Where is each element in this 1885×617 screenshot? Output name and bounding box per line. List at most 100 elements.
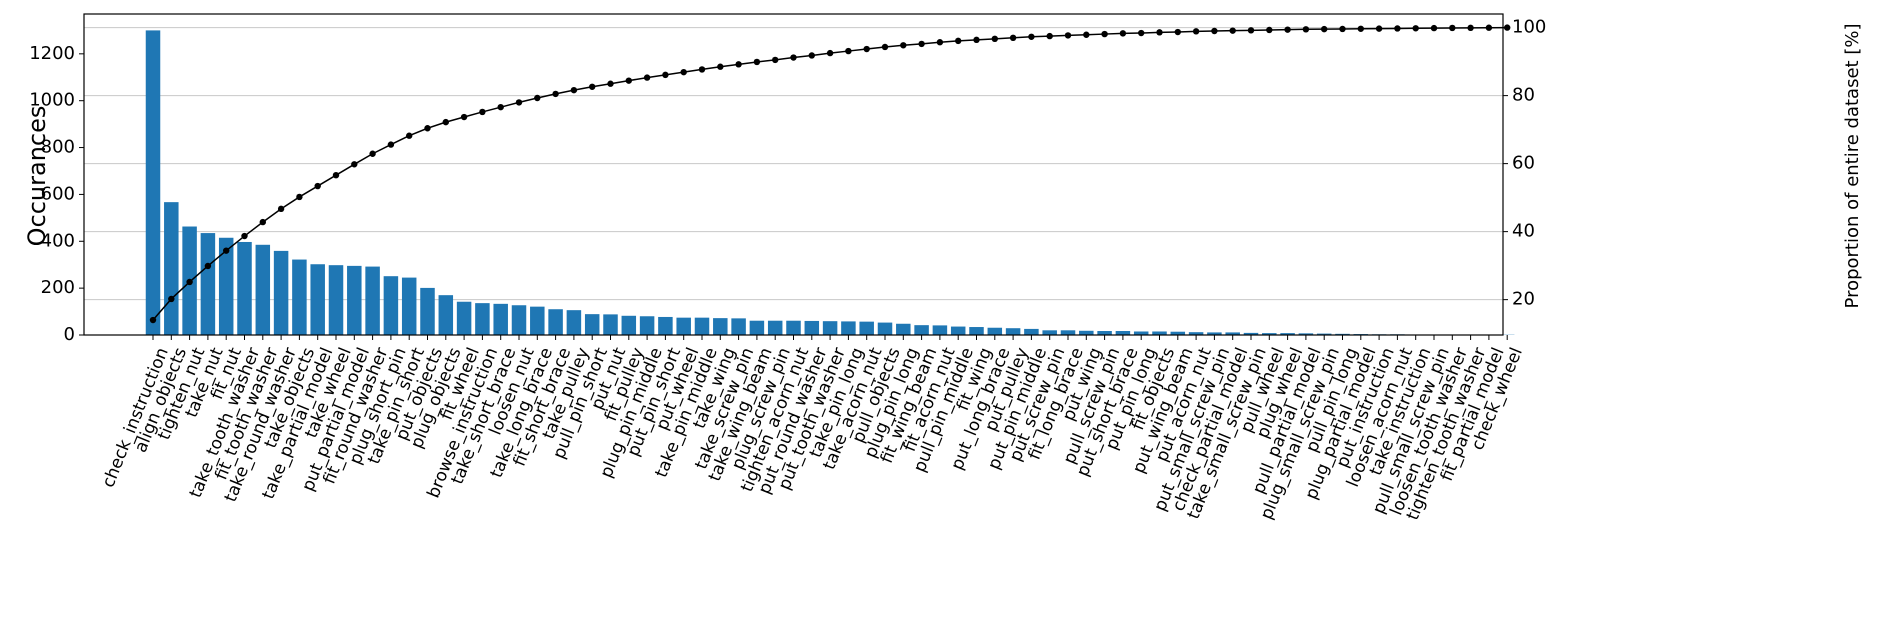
cumulative-point	[1394, 25, 1400, 31]
cumulative-point	[1266, 27, 1272, 33]
bar	[1079, 331, 1094, 335]
cumulative-point	[443, 119, 449, 125]
y2-tick-label: 100	[1512, 17, 1546, 38]
bar	[420, 288, 435, 335]
cumulative-point	[1193, 28, 1199, 34]
bar	[146, 30, 161, 335]
cumulative-point	[461, 114, 467, 120]
cumulative-point	[333, 172, 339, 178]
cumulative-point	[772, 57, 778, 63]
cumulative-point	[900, 42, 906, 48]
bar	[878, 323, 893, 335]
bar	[896, 324, 911, 335]
bar	[310, 264, 325, 335]
bar	[640, 316, 655, 335]
cumulative-point	[699, 66, 705, 72]
bar	[805, 321, 820, 335]
cumulative-point	[809, 52, 815, 58]
cumulative-point	[790, 54, 796, 60]
cumulative-point	[918, 41, 924, 47]
cumulative-point	[937, 39, 943, 45]
cumulative-point	[1376, 25, 1382, 31]
cumulative-point	[1431, 25, 1437, 31]
bar	[750, 321, 765, 335]
y-tick-label: 0	[64, 324, 75, 345]
x-axis: check_instructionalign_objectstighten_nu…	[98, 335, 1527, 523]
cumulative-point	[351, 161, 357, 167]
cumulative-point	[1175, 29, 1181, 35]
y-tick-label: 1200	[29, 43, 75, 64]
cumulative-point	[644, 74, 650, 80]
y-axis-label: Occurances	[23, 106, 51, 247]
cumulative-point	[168, 296, 174, 302]
cumulative-point	[241, 233, 247, 239]
cumulative-point	[626, 77, 632, 83]
cumulative-point	[1101, 31, 1107, 37]
bar	[274, 251, 289, 335]
cumulative-point	[186, 279, 192, 285]
y2-tick-label: 60	[1512, 153, 1535, 174]
bar	[329, 265, 344, 335]
cumulative-point	[717, 64, 723, 70]
bar	[768, 321, 783, 335]
y2-tick-label: 80	[1512, 85, 1535, 106]
cumulative-point	[589, 84, 595, 90]
cumulative-point	[534, 95, 540, 101]
cumulative-point	[1358, 26, 1364, 32]
cumulative-point	[571, 87, 577, 93]
cumulative-point	[388, 141, 394, 147]
gridlines	[84, 28, 1503, 300]
bar	[1061, 330, 1076, 335]
cumulative-point	[278, 206, 284, 212]
right-axis: 20 40 60 80 100	[1503, 17, 1546, 310]
y-tick-label: 200	[41, 277, 75, 298]
cumulative-point	[1413, 25, 1419, 31]
cumulative-point	[1230, 27, 1236, 33]
y2-axis-label: Proportion of entire dataset [%]	[1842, 24, 1863, 309]
bar	[512, 305, 527, 335]
bar	[475, 303, 490, 335]
bar	[1024, 329, 1039, 335]
cumulative-point	[1028, 34, 1034, 40]
cumulative-point	[754, 59, 760, 65]
cumulative-point	[369, 151, 375, 157]
cumulative-point	[150, 317, 156, 323]
cumulative-point	[1156, 29, 1162, 35]
bar	[402, 278, 417, 335]
bar	[256, 245, 270, 335]
bar	[493, 304, 508, 335]
cumulative-point	[1321, 26, 1327, 32]
bar	[951, 327, 966, 335]
cumulative-point	[498, 104, 504, 110]
bar	[201, 233, 216, 335]
bar	[731, 318, 746, 335]
y2-tick-label: 20	[1512, 289, 1535, 310]
y2-tick-label: 40	[1512, 221, 1535, 242]
bar	[914, 325, 929, 335]
cumulative-point	[1248, 27, 1254, 33]
cumulative-point	[607, 81, 613, 87]
cumulative-point	[1303, 26, 1309, 32]
cumulative-point	[681, 69, 687, 75]
bar	[823, 321, 838, 335]
bar	[237, 242, 252, 335]
cumulative-point	[864, 46, 870, 52]
bar	[622, 316, 637, 335]
bar	[548, 309, 563, 335]
cumulative-point	[406, 133, 412, 139]
bar	[365, 267, 380, 335]
cumulative-point	[315, 183, 321, 189]
bar	[292, 260, 307, 335]
cumulative-point	[845, 48, 851, 54]
bar	[933, 325, 948, 335]
bar	[530, 307, 545, 335]
cumulative-point	[1467, 25, 1473, 31]
cumulative-point	[205, 263, 211, 269]
bar	[658, 317, 673, 335]
cumulative-point	[479, 109, 485, 115]
cumulative-point	[735, 61, 741, 67]
cumulative-point	[296, 194, 302, 200]
cumulative-point	[1083, 32, 1089, 38]
cumulative-point	[662, 72, 668, 78]
